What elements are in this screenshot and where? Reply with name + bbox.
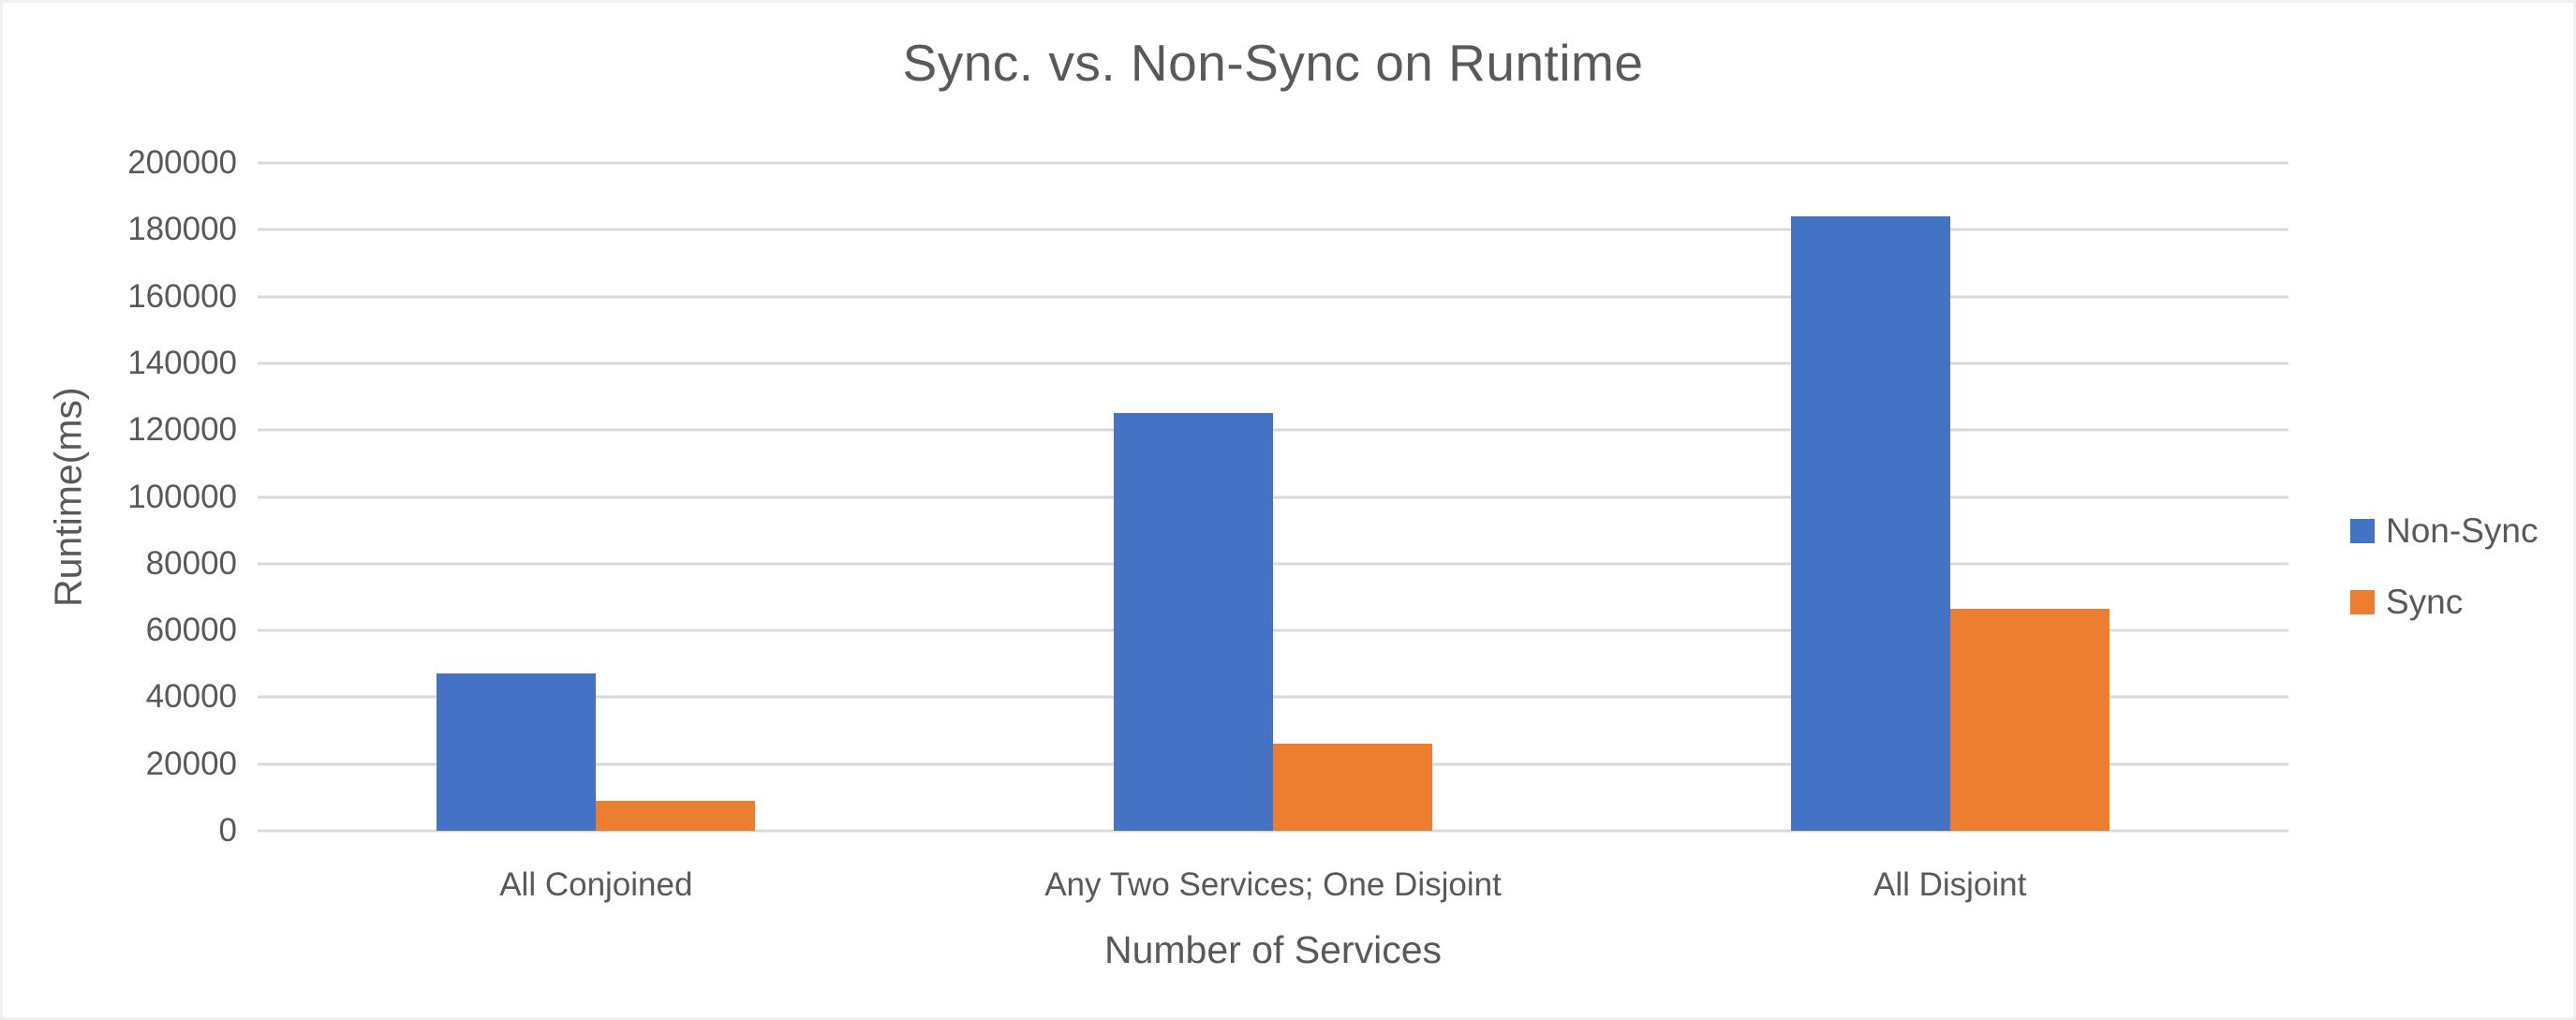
y-tick-label: 80000 xyxy=(145,544,237,582)
gridline xyxy=(258,829,2288,833)
gridline xyxy=(258,562,2288,566)
bar-sync xyxy=(1273,744,1432,831)
legend: Non-Sync Sync xyxy=(2350,511,2538,622)
gridline xyxy=(258,161,2288,165)
y-tick-label: 180000 xyxy=(127,211,237,248)
gridline xyxy=(258,295,2288,299)
plot-area xyxy=(258,161,2288,833)
bar-sync xyxy=(596,800,756,831)
y-tick-label: 60000 xyxy=(145,612,237,649)
bar-groups xyxy=(258,163,2288,831)
gridline xyxy=(258,362,2288,365)
gridline xyxy=(258,695,2288,699)
y-tick-label: 200000 xyxy=(127,144,237,181)
y-tick-label: 140000 xyxy=(127,344,237,381)
y-tick-label: 120000 xyxy=(127,411,237,449)
bar-group xyxy=(935,163,1612,831)
y-tick-label: 40000 xyxy=(145,678,237,716)
x-axis-title: Number of Services xyxy=(1103,928,1442,971)
gridline xyxy=(258,495,2288,498)
chart-title: Sync. vs. Non-Sync on Runtime xyxy=(902,34,1644,92)
x-tick-label: All Conjoined xyxy=(499,866,693,903)
y-tick-label: 160000 xyxy=(127,277,237,315)
legend-label: Sync xyxy=(2386,583,2464,621)
legend-item-sync: Sync xyxy=(2350,583,2538,622)
x-tick-label: Any Two Services; One Disjoint xyxy=(1044,866,1502,903)
legend-swatch-icon xyxy=(2350,519,2375,543)
y-tick-label: 20000 xyxy=(145,745,237,782)
bar-group xyxy=(258,163,935,831)
legend-swatch-icon xyxy=(2350,590,2375,614)
y-axis-ticks: 0 20000 40000 60000 80000 100000 120000 140000 1… xyxy=(3,144,237,849)
bar-non-sync xyxy=(1114,413,1273,831)
bar-non-sync xyxy=(437,673,597,831)
x-tick-label: All Disjoint xyxy=(1873,866,2027,903)
y-tick-label: 100000 xyxy=(127,478,237,515)
y-tick-label: 0 xyxy=(218,812,237,849)
legend-label: Non-Sync xyxy=(2386,511,2539,550)
gridline xyxy=(258,228,2288,231)
bar-group xyxy=(1611,163,2288,831)
bar-sync xyxy=(1949,608,2110,831)
bar-non-sync xyxy=(1790,216,1950,831)
legend-item-non-sync: Non-Sync xyxy=(2350,511,2538,551)
gridline xyxy=(258,428,2288,432)
x-axis-ticks: All Conjoined Any Two Services; One Disjo… xyxy=(258,866,2288,904)
gridline xyxy=(258,628,2288,632)
